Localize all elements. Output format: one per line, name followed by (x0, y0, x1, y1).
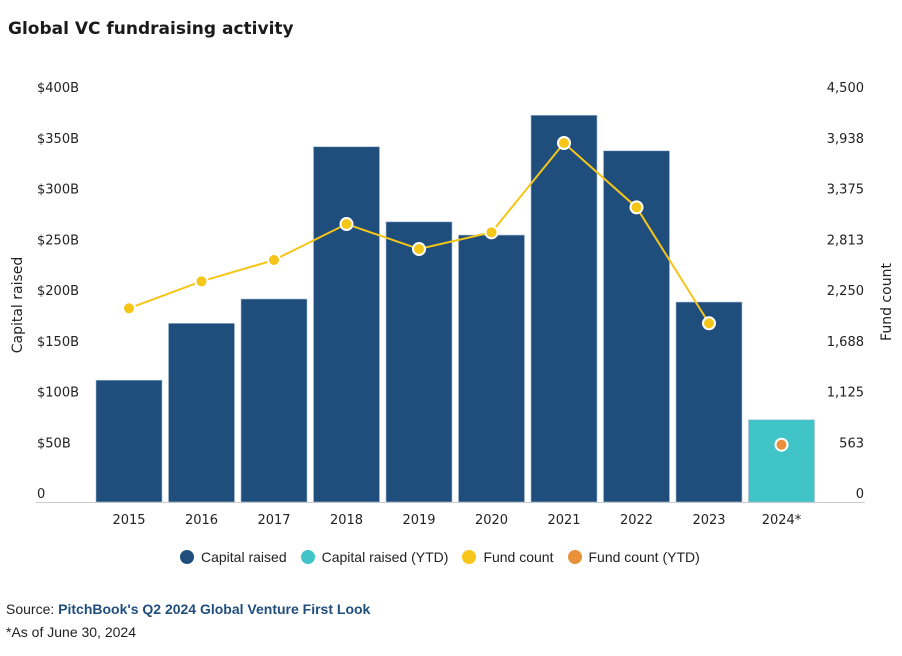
legend-label: Capital raised (YTD) (321, 549, 449, 565)
y-tick-label: $100B (37, 386, 79, 401)
y2-tick-label: 2,813 (827, 233, 864, 248)
fund-count-point (267, 253, 281, 268)
y-tick-label: 0 (37, 487, 45, 502)
y-tick-label: $150B (37, 335, 79, 350)
fund-count-point (339, 217, 354, 232)
fund-count-point (484, 225, 499, 240)
legend-item-capital-raised[interactable]: Capital raised (180, 549, 287, 565)
legend-swatch (300, 550, 315, 564)
y-tick-label: $50B (37, 436, 71, 451)
y2-tick-label: 563 (839, 436, 864, 451)
fund-count-point (702, 316, 716, 331)
fund-count-point (194, 274, 209, 289)
y-tick-label: $200B (37, 284, 79, 299)
x-tick-label: 2022 (620, 513, 653, 528)
legend-label: Fund count (483, 549, 554, 565)
fund-count-ytd-point (774, 437, 789, 452)
legend-item-capital-raised-ytd[interactable]: Capital raised (YTD) (300, 549, 449, 565)
bar-capital-raised-ytd (748, 419, 815, 503)
y2-tick-label: 4,500 (827, 81, 864, 96)
legend-item-fund-count-ytd[interactable]: Fund count (YTD) (567, 549, 700, 565)
x-tick-label: 2020 (475, 513, 508, 528)
chart-area: 0 $50B $100B $150B $200B $250B $300B $350B $400B… (10, 81, 895, 528)
bar-capital-raised (95, 379, 163, 503)
bar-capital-raised (458, 234, 525, 503)
y2-tick-label: 1,125 (827, 386, 864, 401)
legend-swatch (180, 550, 194, 564)
bar-capital-raised (313, 146, 380, 503)
x-tick-label: 2021 (547, 513, 580, 528)
legend-swatch (567, 550, 582, 564)
y-tick-label: $350B (37, 132, 79, 147)
y2-tick-label: 3,938 (827, 132, 864, 147)
x-tick-label: 2024* (762, 513, 802, 528)
y-tick-label: $250B (37, 233, 79, 248)
bar-capital-raised (675, 301, 743, 503)
y2-tick-label: 1,688 (827, 335, 864, 350)
footnote: *As of June 30, 2024 (6, 624, 136, 640)
y-tick-label: $400B (37, 81, 79, 96)
source-prefix: Source: (6, 601, 59, 617)
legend-item-fund-count[interactable]: Fund count (462, 549, 554, 565)
fund-count-point (412, 242, 426, 257)
bar-capital-raised (168, 323, 235, 503)
y2-tick-label: 3,375 (827, 183, 864, 198)
x-tick-label: 2015 (112, 513, 145, 528)
legend: Capital raised Capital raised (YTD) Fund… (180, 549, 700, 565)
bar-capital-raised (385, 221, 453, 503)
bar-capital-raised (240, 298, 308, 503)
x-tick-label: 2017 (257, 513, 290, 528)
x-tick-label: 2023 (692, 513, 725, 528)
y2-tick-label: 0 (856, 487, 864, 502)
legend-label: Fund count (YTD) (588, 549, 700, 565)
x-tick-label: 2019 (402, 513, 435, 528)
fund-count-point (122, 301, 136, 316)
source-line: Source: PitchBook's Q2 2024 Global Ventu… (6, 601, 370, 617)
bar-capital-raised (530, 114, 598, 503)
fund-count-point (629, 200, 644, 215)
x-tick-label: 2018 (330, 513, 363, 528)
y-axis-title: Capital raised (10, 257, 26, 354)
source-link[interactable]: PitchBook's Q2 2024 Global Venture First… (58, 601, 371, 617)
legend-label: Capital raised (201, 549, 287, 565)
y-tick-label: $300B (37, 183, 79, 198)
chart-title: Global VC fundraising activity (8, 19, 294, 39)
fund-count-point (557, 136, 571, 151)
y2-tick-label: 2,250 (827, 284, 864, 299)
y2-axis-title: Fund count (879, 263, 895, 341)
x-tick-label: 2016 (185, 513, 218, 528)
legend-swatch (462, 550, 477, 564)
